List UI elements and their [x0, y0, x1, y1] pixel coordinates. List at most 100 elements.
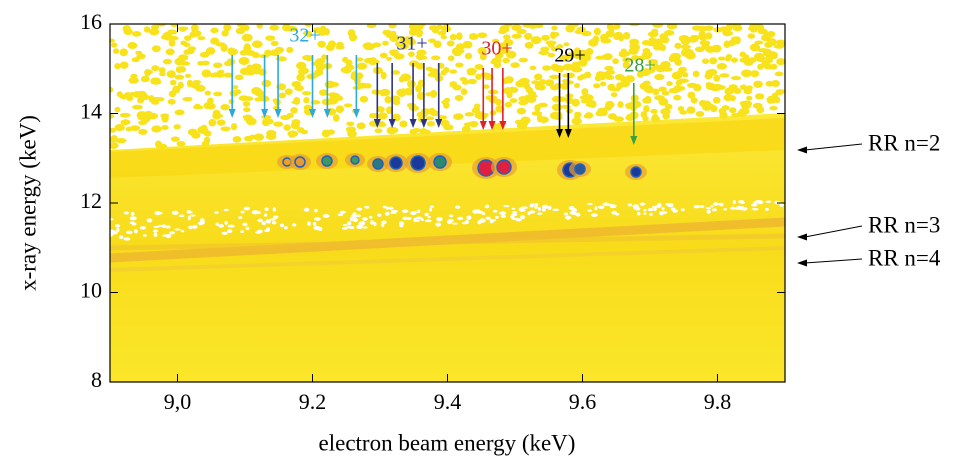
speckle-gap [152, 229, 158, 233]
speckle [212, 62, 223, 69]
speckle [613, 24, 621, 30]
speckle [390, 30, 397, 37]
speckle [698, 99, 707, 107]
speckle-gap [499, 211, 507, 215]
speckle-gap [477, 220, 482, 225]
speckle [705, 69, 714, 76]
speckle [217, 69, 225, 75]
speckle-gap [351, 214, 357, 219]
speckle-gap [537, 207, 542, 211]
speckle [699, 40, 711, 46]
speckle [454, 94, 464, 102]
speckle [717, 56, 726, 61]
speckle [754, 93, 765, 100]
speckle-gap [461, 222, 467, 225]
speckle [167, 29, 178, 35]
speckle [502, 57, 510, 64]
speckle-gap [279, 223, 285, 228]
speckle-gap [352, 212, 357, 215]
speckle [601, 109, 608, 116]
speckle [314, 68, 324, 77]
speckle [776, 58, 785, 66]
speckle [506, 90, 513, 99]
speckle-gap [158, 224, 162, 227]
speckle [762, 48, 772, 57]
speckle [433, 40, 442, 49]
speckle-gap [449, 214, 454, 218]
speckle [356, 122, 366, 130]
speckle-gap [571, 208, 578, 212]
speckle-gap [129, 216, 137, 221]
speckle [647, 59, 659, 66]
speckle-gap [368, 215, 373, 219]
speckle [464, 112, 475, 117]
speckle [390, 70, 401, 75]
speckle-gap [528, 210, 536, 214]
speckle [426, 121, 436, 127]
speckle [713, 74, 721, 82]
speckle [168, 39, 176, 47]
speckle [114, 62, 121, 70]
speckle [377, 112, 388, 120]
speckle [498, 46, 510, 55]
speckle [531, 111, 543, 116]
speckle [147, 112, 159, 120]
speckle [713, 27, 724, 33]
speckle [498, 28, 507, 35]
speckle [234, 74, 244, 81]
speckle [132, 104, 143, 110]
speckle [674, 42, 682, 49]
speckle-gap [162, 234, 167, 237]
speckle [464, 52, 473, 60]
speckle [409, 60, 419, 67]
speckle-gap [627, 203, 633, 207]
speckle [690, 34, 700, 41]
speckle [593, 27, 601, 36]
speckle [692, 70, 700, 78]
speckle-gap [189, 214, 196, 217]
speckle [269, 24, 280, 31]
speckle [336, 41, 344, 48]
speckle [541, 34, 550, 41]
speckle [355, 57, 364, 62]
speckle [140, 75, 150, 83]
speckle [565, 93, 574, 99]
speckle-gap [385, 211, 390, 216]
speckle [730, 75, 742, 81]
speckle [110, 127, 117, 133]
speckle-gap [271, 221, 277, 225]
speckle-gap [165, 233, 172, 239]
y-tick-label: 10 [80, 278, 102, 303]
x-tick-label: 9.2 [299, 389, 327, 414]
speckle [220, 104, 230, 111]
speckle [690, 97, 698, 104]
speckle-gap [712, 208, 717, 212]
speckle [366, 24, 377, 29]
speckle [774, 71, 784, 77]
speckle-gap [345, 226, 353, 229]
arrow-head [323, 109, 331, 118]
speckle-gap [116, 227, 120, 233]
speckle [453, 113, 464, 120]
speckle [537, 84, 546, 91]
speckle [323, 28, 331, 36]
speckle [327, 92, 338, 97]
speckle [562, 63, 573, 71]
x-tick-label: 9.4 [434, 389, 462, 414]
speckle [282, 24, 291, 32]
speckle-gap [424, 219, 432, 223]
speckle [243, 107, 251, 113]
arrow-head [630, 136, 638, 145]
speckle [379, 88, 391, 97]
speckle [280, 114, 291, 120]
speckle [168, 90, 177, 98]
speckle [253, 133, 265, 141]
rr-n3-band [110, 233, 785, 251]
speckle [167, 98, 176, 105]
speckle [657, 64, 665, 69]
speckle [197, 36, 206, 41]
speckle [223, 72, 234, 78]
speckle [488, 89, 499, 95]
speckle [380, 71, 387, 80]
speckle [342, 56, 349, 63]
